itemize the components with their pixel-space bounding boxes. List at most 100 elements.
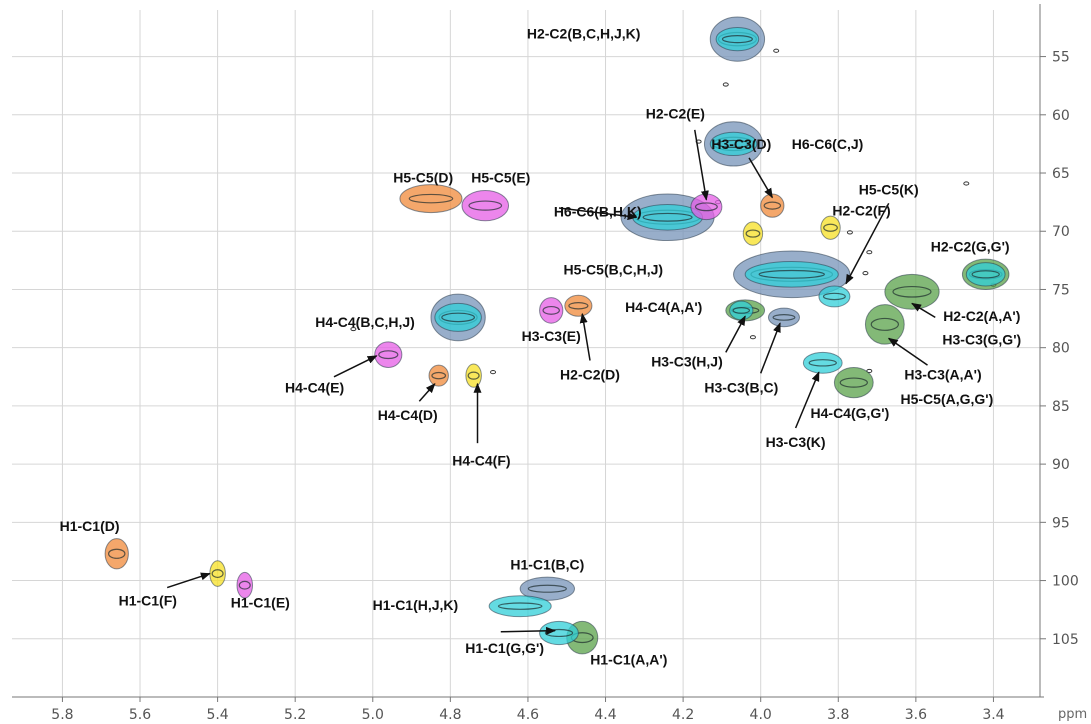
annotation-arrow xyxy=(794,371,820,429)
x-tick-label: 5.0 xyxy=(362,707,384,723)
x-tick-label: 4.4 xyxy=(594,707,616,723)
noise-contour xyxy=(350,326,357,332)
peak-label: H1-C1(A,A') xyxy=(590,652,667,668)
peak-ellipse xyxy=(715,26,760,52)
peak-ellipse xyxy=(434,302,482,332)
peak-contour xyxy=(441,312,476,323)
peak-ellipse xyxy=(539,297,564,324)
peak-contour xyxy=(568,302,589,310)
peak-contour xyxy=(694,202,718,212)
peak-label: H5-C5(D) xyxy=(393,170,453,186)
peak-ellipse xyxy=(864,304,905,345)
peak-label: H6-C6(B,H,K) xyxy=(554,203,642,219)
peak-contour xyxy=(716,139,751,148)
noise-contour xyxy=(862,271,869,276)
peak-label: H2-C2(A,A') xyxy=(943,308,1020,324)
y-tick-label: 85 xyxy=(1052,399,1070,415)
y-tick-label: 95 xyxy=(1052,515,1070,531)
peak-ellipse xyxy=(428,364,449,387)
x-tick-label: 4.8 xyxy=(439,707,461,723)
peak-label: H4-C4(G,G') xyxy=(811,405,890,421)
peak-ellipse xyxy=(802,351,843,374)
peak-contour xyxy=(211,569,224,579)
peak-ellipse xyxy=(519,576,575,601)
peak-label: H5-C5(K) xyxy=(859,181,919,197)
y-tick-label: 60 xyxy=(1052,108,1070,124)
peak-label: H1-C1(H,J,K) xyxy=(373,597,459,613)
noise-contour xyxy=(866,250,873,255)
x-tick-label: 4.6 xyxy=(517,707,539,723)
x-tick-label: 4.0 xyxy=(750,707,772,723)
peak-label: H1-C1(G,G') xyxy=(465,640,544,656)
annotation-arrow xyxy=(759,322,781,374)
peak-contour xyxy=(839,377,868,388)
peak-label: H2-C2(F) xyxy=(832,202,890,218)
x-tick-label: 5.4 xyxy=(206,707,228,723)
annotation-arrows xyxy=(166,129,936,635)
annotation-arrow xyxy=(725,315,746,353)
annotation-arrow xyxy=(887,337,928,366)
peak-label: H5-C5(A,G,G') xyxy=(901,391,994,407)
peak-contour xyxy=(892,285,932,298)
peak-ellipse xyxy=(374,341,403,368)
peak-contour xyxy=(758,269,825,279)
x-tick-label: 3.6 xyxy=(905,707,927,723)
peak-label: H4-C4(E) xyxy=(285,379,344,395)
peak-label: H3-C3(A,A') xyxy=(904,366,981,382)
peak-contour xyxy=(544,628,574,638)
peak-ellipse xyxy=(744,261,839,288)
peak-label: H1-C1(E) xyxy=(231,595,290,611)
peak-label: H5-C5(E) xyxy=(471,170,530,186)
tick-labels: 5.8 5.6 5.4 5.2 5.0 4.8 4.6 4.4 4.2 4.0 3.8 3.6 3.4 5… xyxy=(51,50,1078,723)
peak-label: H4-C4(B,C,H,J) xyxy=(315,314,415,330)
peak-contour xyxy=(772,314,796,321)
x-tick-label: 4.2 xyxy=(672,707,694,723)
x-tick-label: 3.4 xyxy=(982,707,1004,723)
noise-contour xyxy=(749,335,756,340)
y-tick-label: 90 xyxy=(1052,457,1070,473)
peak-contour xyxy=(823,223,838,232)
peak-contour xyxy=(497,602,543,610)
annotation-arrow xyxy=(166,572,211,589)
peak-contour xyxy=(238,580,251,590)
x-tick-label: 5.2 xyxy=(284,707,306,723)
peak-ellipse xyxy=(833,366,874,399)
peak-ellipse xyxy=(488,595,552,618)
peak-label: H1-C1(F) xyxy=(119,592,177,608)
peak-contour xyxy=(431,371,447,380)
noise-contour xyxy=(773,48,780,53)
peak-label: H6-C6(C,J) xyxy=(792,136,864,152)
x-tick-label: 3.8 xyxy=(827,707,849,723)
peak-label: H5-C5(B,C,H,J) xyxy=(563,262,663,278)
peak-ellipse xyxy=(104,538,129,570)
peak-contour xyxy=(870,317,900,331)
x-tick-label: 5.6 xyxy=(129,707,151,723)
peak-ellipse xyxy=(742,221,764,246)
peak-label: H2-C2(B,C,H,J,K) xyxy=(527,25,641,41)
peak-ellipse xyxy=(461,189,510,222)
noise-contour xyxy=(722,82,729,87)
noise-contour xyxy=(963,181,970,186)
x-axis-unit-label: ppm xyxy=(1058,707,1087,722)
peak-label: H2-C2(D) xyxy=(560,366,620,382)
peak-contour xyxy=(763,201,782,210)
y-tick-label: 70 xyxy=(1052,224,1070,240)
annotation-arrow xyxy=(911,302,936,319)
annotation-arrow xyxy=(694,129,709,201)
y-tick-label: 65 xyxy=(1052,166,1070,182)
y-tick-label: 75 xyxy=(1052,282,1070,298)
peak-ellipses xyxy=(104,16,1010,655)
noise-contour xyxy=(846,230,853,235)
y-tick-label: 100 xyxy=(1052,574,1079,590)
peak-ellipse xyxy=(965,262,1006,287)
grid-lines xyxy=(12,10,1040,697)
peak-contour xyxy=(971,270,1000,279)
peak-contour xyxy=(527,584,567,593)
peak-label: H2-C2(E) xyxy=(646,106,705,122)
peak-label: H3-C3(G,G') xyxy=(942,332,1021,348)
peak-label: H3-C3(B,C) xyxy=(704,379,778,395)
peak-contour xyxy=(732,307,751,314)
peak-contour xyxy=(642,212,693,222)
annotation-arrow xyxy=(748,157,773,199)
